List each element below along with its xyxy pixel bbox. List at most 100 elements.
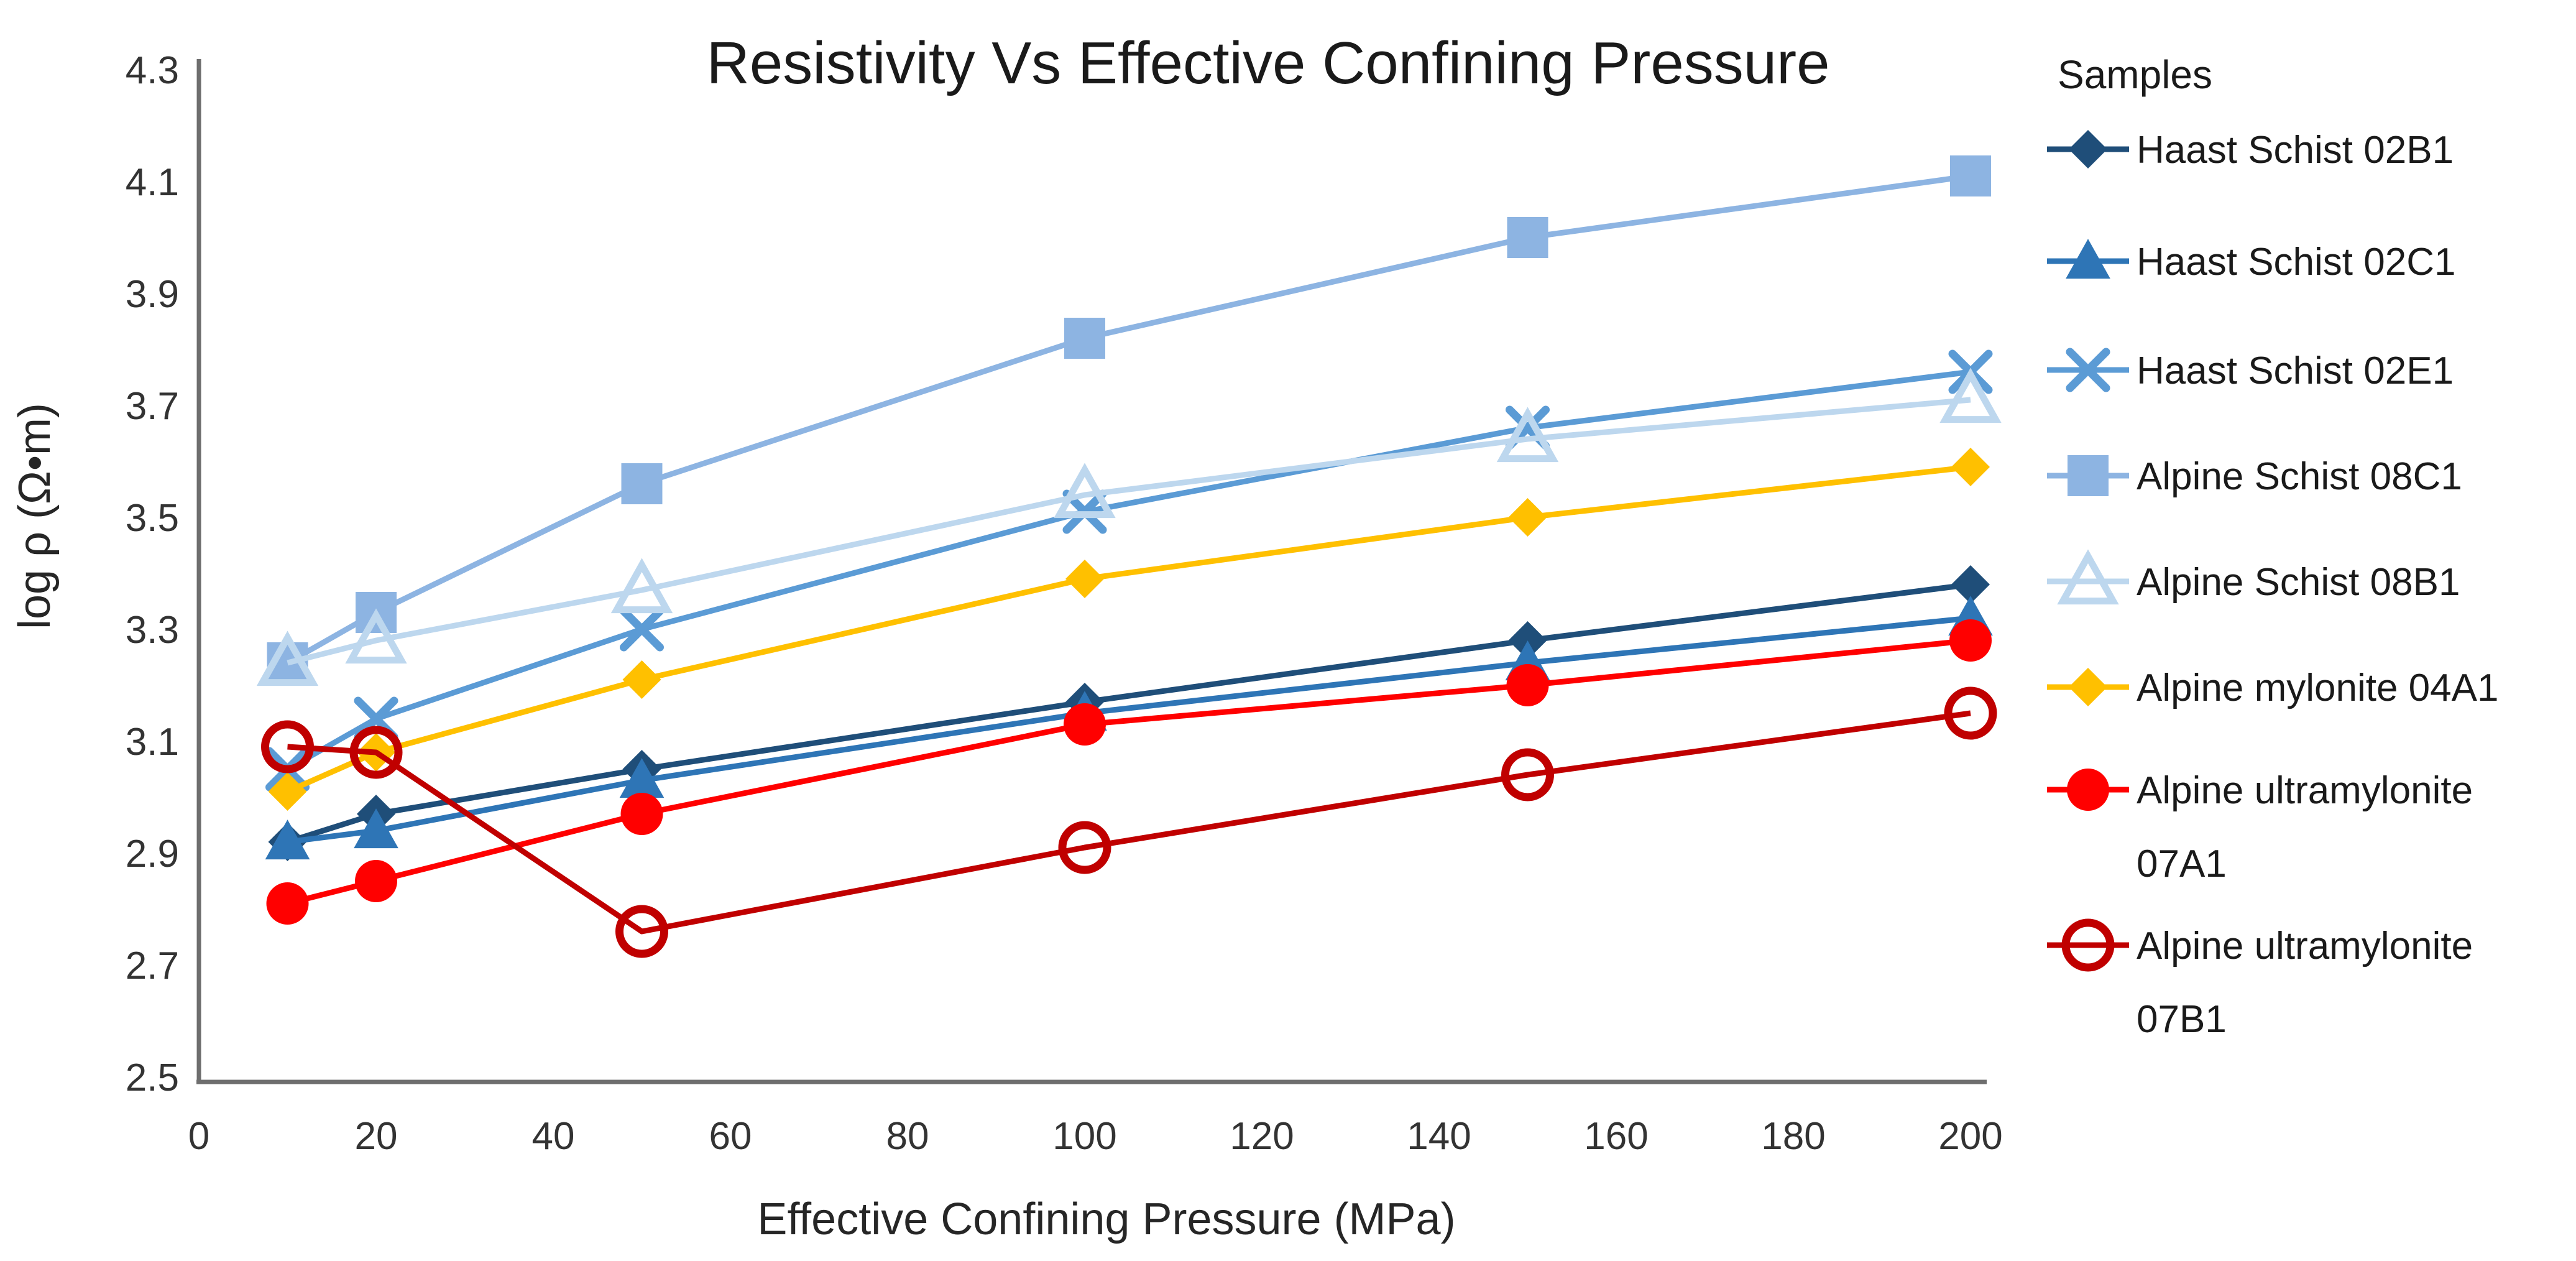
y-tick-labels: 4.3 4.1 3.9 3.7 3.5 3.3 3.1 2.9 2.7 2.5 <box>126 49 179 1099</box>
data-point-marker <box>345 608 407 664</box>
series-line <box>286 369 1971 772</box>
legend-item-label: Haast Schist 02E1 <box>2137 349 2454 392</box>
x-tick-label: 100 <box>1052 1115 1116 1158</box>
data-point-marker <box>1508 498 1547 537</box>
x-tick-label: 20 <box>355 1115 398 1158</box>
data-point-marker <box>1065 560 1104 598</box>
x-tick-label: 40 <box>532 1115 575 1158</box>
x-axis-title: Effective Confining Pressure (MPa) <box>757 1194 1455 1244</box>
x-tick-label: 200 <box>1938 1115 2002 1158</box>
data-point-marker <box>2061 918 2115 972</box>
legend-item-alpine-ultramylonite-07b1: Alpine ultramylonite 07B1 <box>2047 918 2473 1041</box>
x-tick-label: 140 <box>1407 1115 1471 1158</box>
data-point-marker <box>1951 448 1990 486</box>
data-point-marker <box>1054 463 1116 519</box>
chart-title: Resistivity Vs Effective Confining Press… <box>707 30 1830 96</box>
legend-item-label: Alpine Schist 08C1 <box>2137 455 2462 498</box>
data-point-marker <box>620 793 663 835</box>
data-point-marker <box>610 558 673 614</box>
data-point-marker <box>1944 686 1997 740</box>
data-point-marker <box>261 720 314 774</box>
x-tick-label: 120 <box>1230 1115 1294 1158</box>
legend-item-label: 07A1 <box>2137 843 2227 885</box>
data-point-marker <box>1949 619 1992 662</box>
legend-item-alpine-mylonite-04a1: Alpine mylonite 04A1 <box>2047 667 2498 709</box>
data-point-marker <box>354 808 398 849</box>
data-point-marker <box>1950 155 1991 196</box>
series-line <box>287 581 1971 845</box>
axes <box>196 59 1987 1084</box>
data-point-marker <box>355 860 397 902</box>
legend-item-label: Alpine ultramylonite <box>2137 769 2473 812</box>
series-haast-schist-02c1 <box>265 596 1993 860</box>
series-alpine-schist-08c1 <box>267 155 1991 683</box>
legend-item-alpine-schist-08c1: Alpine Schist 08C1 <box>2047 455 2462 498</box>
data-point-marker <box>1508 621 1547 660</box>
data-point-marker <box>2069 130 2107 169</box>
y-tick-label: 3.5 <box>126 497 179 540</box>
y-tick-label: 2.5 <box>126 1056 179 1099</box>
legend-item-alpine-schist-08b1: Alpine Schist 08B1 <box>2047 549 2460 605</box>
legend-items: Haast Schist 02B1 Haast Schist 02C1 Haast … <box>2047 129 2498 1041</box>
legend-item-label: Alpine mylonite 04A1 <box>2137 667 2498 709</box>
y-tick-label: 3.7 <box>126 385 179 428</box>
series-layer <box>256 155 2002 958</box>
series-alpine-ultramylonite-07a1 <box>266 619 1992 925</box>
legend-item-alpine-ultramylonite-07a1: Alpine ultramylonite 07A1 <box>2047 769 2473 885</box>
data-point-marker <box>620 607 664 652</box>
data-point-marker <box>265 820 310 860</box>
data-point-marker <box>1064 318 1105 359</box>
y-tick-label: 3.3 <box>126 609 179 652</box>
data-point-marker <box>1507 217 1548 258</box>
data-point-marker <box>2068 455 2109 496</box>
data-point-marker <box>1939 367 2002 423</box>
x-tick-label: 160 <box>1584 1115 1648 1158</box>
data-point-marker <box>1064 703 1106 746</box>
legend-item-label: 07B1 <box>2137 998 2227 1041</box>
y-tick-label: 2.9 <box>126 833 179 875</box>
data-point-marker <box>266 882 309 925</box>
series-line <box>286 464 1971 795</box>
data-point-marker <box>2069 668 2107 706</box>
data-point-marker <box>268 772 307 811</box>
data-point-marker <box>349 726 403 779</box>
y-tick-label: 2.7 <box>126 945 179 987</box>
series-line <box>287 710 1971 935</box>
x-tick-label: 0 <box>188 1115 209 1158</box>
y-tick-label: 4.3 <box>126 49 179 92</box>
x-tick-label: 60 <box>709 1115 752 1158</box>
series-alpine-ultramylonite-07b1 <box>261 686 1997 958</box>
y-tick-label: 4.1 <box>126 161 179 204</box>
data-point-marker <box>1058 821 1111 874</box>
data-point-marker <box>1951 565 1990 604</box>
y-axis-title: log ρ (Ω•m) <box>10 403 60 629</box>
y-tick-label: 3.9 <box>126 273 179 316</box>
series-line <box>287 615 1971 845</box>
data-point-marker <box>2057 549 2119 605</box>
data-point-marker <box>1496 407 1559 463</box>
data-point-marker <box>621 463 663 504</box>
legend-item-haast-schist-02c1: Haast Schist 02C1 <box>2047 239 2455 284</box>
data-point-marker <box>622 660 661 699</box>
data-point-marker <box>1506 664 1549 706</box>
legend-title: Samples <box>2058 52 2212 97</box>
data-point-marker <box>619 758 665 798</box>
legend-item-label: Haast Schist 02C1 <box>2137 241 2455 284</box>
legend-item-label: Haast Schist 02B1 <box>2137 129 2454 172</box>
data-point-marker <box>2066 348 2110 392</box>
data-point-marker <box>2067 769 2109 811</box>
legend-item-haast-schist-02e1: Haast Schist 02E1 <box>2047 348 2454 392</box>
legend-item-label: Alpine ultramylonite <box>2137 925 2473 968</box>
x-tick-label: 180 <box>1761 1115 1825 1158</box>
y-tick-label: 3.1 <box>126 721 179 764</box>
data-point-marker <box>2066 239 2110 279</box>
legend-item-haast-schist-02b1: Haast Schist 02B1 <box>2047 129 2454 172</box>
series-alpine-schist-08b1 <box>256 367 2002 686</box>
x-tick-label: 80 <box>886 1115 929 1158</box>
data-point-marker <box>256 630 319 686</box>
x-tick-labels: 0 20 40 60 80 100 120 140 160 180 200 <box>188 1115 2003 1158</box>
data-point-marker <box>615 905 668 958</box>
